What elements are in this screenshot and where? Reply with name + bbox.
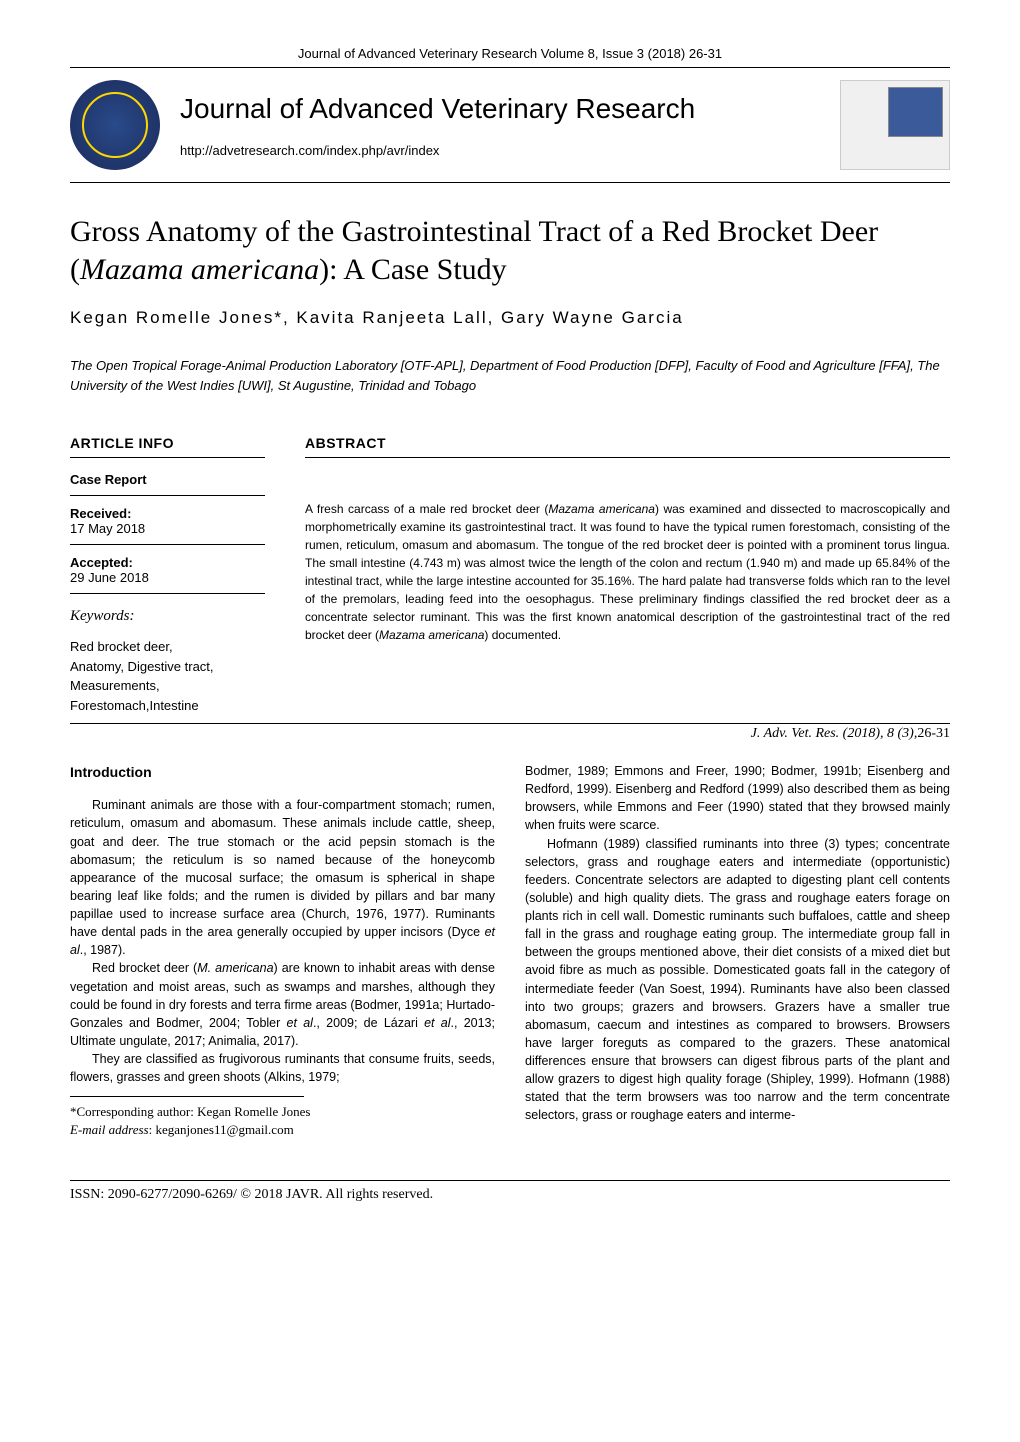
- info-divider: [70, 495, 265, 496]
- etal: et al: [424, 1016, 450, 1030]
- text-run: Ruminant animals are those with a four-c…: [70, 798, 495, 939]
- citation-journal: J. Adv. Vet. Res. (2018), 8 (3),: [751, 726, 918, 741]
- corresponding-divider: [70, 1096, 304, 1097]
- body-paragraph: Hofmann (1989) classified ruminants into…: [525, 835, 950, 1125]
- received-label: Received:: [70, 506, 265, 521]
- received-value: 17 May 2018: [70, 521, 265, 536]
- title-species: Mazama americana: [80, 253, 319, 286]
- abstract-heading: ABSTRACT: [305, 435, 950, 451]
- info-divider: [70, 544, 265, 545]
- article-title: Gross Anatomy of the Gastrointestinal Tr…: [70, 213, 950, 288]
- body-paragraph: Ruminant animals are those with a four-c…: [70, 796, 495, 959]
- abstract-species: Mazama americana: [548, 502, 655, 516]
- accepted-value: 29 June 2018: [70, 570, 265, 585]
- corresponding-label: *Corresponding author: Kegan Romelle Jon…: [70, 1104, 310, 1119]
- body-paragraph: Red brocket deer (M. americana) are know…: [70, 959, 495, 1050]
- body-paragraph: They are classified as frugivorous rumin…: [70, 1050, 495, 1086]
- journal-header: Journal of Advanced Veterinary Research …: [70, 68, 950, 183]
- heading-rule: [70, 457, 265, 458]
- accepted-label: Accepted:: [70, 555, 265, 570]
- article-info-column: ARTICLE INFO Case Report Received: 17 Ma…: [70, 435, 265, 715]
- info-divider: [70, 593, 265, 594]
- abstract-part: ) documented.: [484, 628, 561, 642]
- abstract-part: A fresh carcass of a male red brocket de…: [305, 502, 548, 516]
- body-right-column: Bodmer, 1989; Emmons and Freer, 1990; Bo…: [525, 762, 950, 1140]
- authors: Kegan Romelle Jones*, Kavita Ranjeeta La…: [70, 308, 950, 328]
- corresponding-author: *Corresponding author: Kegan Romelle Jon…: [70, 1103, 495, 1139]
- abstract-species: Mazama americana: [379, 628, 484, 642]
- abstract-column: ABSTRACT A fresh carcass of a male red b…: [305, 435, 950, 715]
- text-run: ., 2009; de Lázari: [313, 1016, 424, 1030]
- abstract-text: A fresh carcass of a male red brocket de…: [305, 500, 950, 644]
- keywords-heading: Keywords:: [70, 608, 265, 625]
- title-post: ): A Case Study: [319, 253, 507, 286]
- affiliation: The Open Tropical Forage-Animal Producti…: [70, 356, 950, 395]
- journal-logo: [70, 80, 160, 170]
- body-columns: Introduction Ruminant animals are those …: [70, 762, 950, 1140]
- info-abstract-row: ARTICLE INFO Case Report Received: 17 Ma…: [70, 435, 950, 715]
- abstract-part: ) was examined and dissected to macrosco…: [305, 502, 950, 642]
- introduction-heading: Introduction: [70, 762, 495, 782]
- text-run: ., 1987).: [80, 943, 126, 957]
- footer-issn: ISSN: 2090-6277/2090-6269/ © 2018 JAVR. …: [70, 1180, 950, 1203]
- email-label: E-mail address: [70, 1122, 149, 1137]
- journal-url: http://advetresearch.com/index.php/avr/i…: [180, 143, 820, 158]
- cover-thumbnail: [840, 80, 950, 170]
- text-run: Red brocket deer (: [92, 961, 197, 975]
- email-value: : keganjones11@gmail.com: [149, 1122, 294, 1137]
- etal: et al: [287, 1016, 313, 1030]
- keywords-list: Red brocket deer,Anatomy, Digestive trac…: [70, 637, 265, 715]
- journal-title-block: Journal of Advanced Veterinary Research …: [180, 93, 820, 158]
- journal-title: Journal of Advanced Veterinary Research: [180, 93, 820, 125]
- case-report-label: Case Report: [70, 472, 265, 487]
- body-left-column: Introduction Ruminant animals are those …: [70, 762, 495, 1140]
- heading-rule: [305, 457, 950, 458]
- citation-line: J. Adv. Vet. Res. (2018), 8 (3),26-31: [70, 723, 950, 742]
- species: M. americana: [197, 961, 273, 975]
- citation-pages: 26-31: [917, 726, 950, 741]
- journal-header-bar: Journal of Advanced Veterinary Research …: [70, 40, 950, 68]
- body-paragraph: Bodmer, 1989; Emmons and Freer, 1990; Bo…: [525, 762, 950, 835]
- article-info-heading: ARTICLE INFO: [70, 435, 265, 451]
